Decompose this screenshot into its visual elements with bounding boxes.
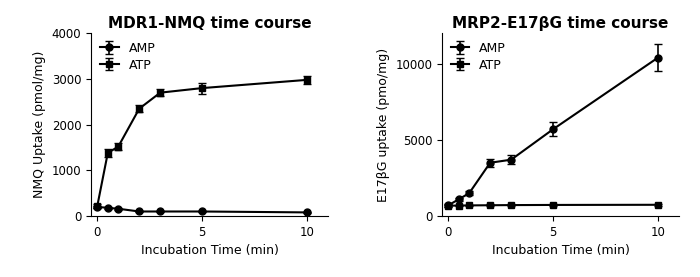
Legend: AMP, ATP: AMP, ATP bbox=[97, 40, 158, 74]
Title: MDR1-NMQ time course: MDR1-NMQ time course bbox=[108, 16, 312, 31]
Y-axis label: E17βG uptake (pmo/mg): E17βG uptake (pmo/mg) bbox=[377, 48, 390, 202]
X-axis label: Incubation Time (min): Incubation Time (min) bbox=[491, 244, 629, 257]
X-axis label: Incubation Time (min): Incubation Time (min) bbox=[141, 244, 279, 257]
Title: MRP2-E17βG time course: MRP2-E17βG time course bbox=[452, 16, 668, 31]
Legend: AMP, ATP: AMP, ATP bbox=[448, 40, 509, 74]
Y-axis label: NMQ Uptake (pmol/mg): NMQ Uptake (pmol/mg) bbox=[33, 51, 46, 198]
